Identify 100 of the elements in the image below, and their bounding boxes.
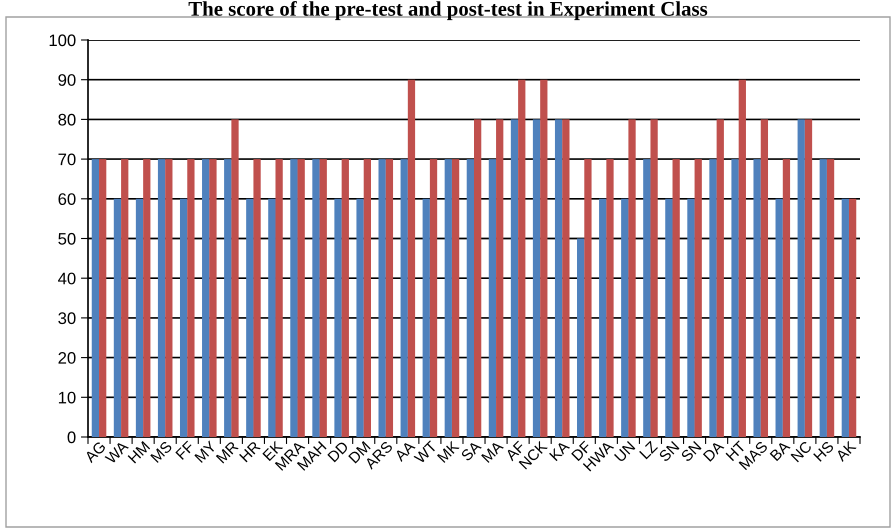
- bar: [584, 159, 592, 437]
- bar: [848, 198, 856, 437]
- bar: [312, 159, 320, 437]
- y-tick-label: 80: [58, 114, 76, 126]
- bar: [400, 159, 408, 437]
- x-tick-label: MY: [194, 440, 217, 463]
- y-tick-label: 40: [58, 272, 76, 284]
- bar: [224, 159, 232, 437]
- bar: [320, 159, 327, 437]
- bar: [562, 119, 570, 437]
- bar: [496, 119, 504, 437]
- x-tick-label: BA: [770, 440, 791, 462]
- y-tick-label: 70: [58, 154, 76, 166]
- bar: [665, 198, 673, 437]
- x-tick-label: DA: [702, 440, 724, 462]
- bar: [798, 119, 805, 437]
- bar: [532, 119, 540, 437]
- bar: [364, 159, 371, 437]
- x-tick-label: DD: [327, 440, 349, 462]
- bar: [290, 159, 298, 437]
- bar: [488, 159, 496, 437]
- bar: [820, 159, 827, 437]
- x-tick-label: UN: [614, 441, 636, 462]
- bar: [430, 159, 438, 437]
- bar: [386, 159, 394, 437]
- bar: [606, 159, 614, 437]
- bar: [136, 198, 144, 437]
- y-tick-label: 60: [58, 193, 76, 206]
- y-tick-label: 0: [68, 431, 76, 444]
- bar: [510, 119, 518, 437]
- bar: [114, 198, 122, 437]
- x-tick-label: FF: [175, 440, 195, 460]
- bar: [760, 119, 768, 437]
- bar: [143, 159, 150, 437]
- y-tick-label: 20: [58, 352, 76, 364]
- x-tick-label: MK: [437, 440, 460, 463]
- bar: [231, 119, 239, 437]
- bar: [826, 159, 834, 437]
- bar: [804, 119, 812, 437]
- bar: [378, 159, 386, 437]
- bar: [268, 198, 276, 437]
- bar: [92, 159, 100, 437]
- x-tick-label: AA: [394, 440, 416, 462]
- bar: [776, 198, 783, 437]
- bar: [716, 119, 724, 437]
- bar: [540, 80, 548, 437]
- bar: [738, 80, 746, 437]
- bar: [342, 159, 349, 437]
- bar: [709, 159, 717, 437]
- bar: [731, 159, 739, 437]
- y-tick-label: 100: [50, 34, 76, 46]
- bar: [628, 119, 636, 437]
- x-tick-label: HS: [813, 440, 834, 462]
- x-tick-label: KA: [549, 440, 570, 462]
- y-tick-label: 30: [58, 312, 76, 324]
- bar: [842, 198, 849, 437]
- y-tick-label: 10: [58, 392, 76, 404]
- x-tick-label: SN: [658, 440, 680, 462]
- x-tick-label: MS: [150, 440, 173, 464]
- bar: [599, 198, 606, 437]
- bar: [452, 159, 460, 437]
- bar: [356, 198, 364, 437]
- bar: [408, 80, 416, 437]
- bar: [422, 198, 430, 437]
- bar: [158, 159, 166, 437]
- bar: [466, 159, 474, 437]
- bar: [474, 119, 482, 437]
- bar: [753, 159, 761, 437]
- bar: [187, 159, 195, 437]
- bar: [444, 159, 452, 437]
- bar: [782, 159, 790, 437]
- bar: [554, 119, 562, 437]
- bar: [694, 159, 702, 437]
- bar: [518, 80, 526, 437]
- x-tick-label: MR: [216, 440, 239, 464]
- x-tick-label: HR: [239, 440, 261, 462]
- bar: [643, 159, 650, 437]
- bar: [121, 159, 128, 437]
- bar: [577, 238, 584, 437]
- x-tick-label: SN: [680, 440, 702, 462]
- bar: [180, 198, 188, 437]
- x-tick-label: NC: [790, 440, 812, 462]
- bar: [650, 119, 658, 437]
- x-tick-label: SA: [460, 440, 482, 462]
- bar: [334, 198, 342, 437]
- bar: [209, 159, 217, 437]
- y-tick-label: 50: [58, 232, 76, 245]
- bar: [246, 198, 254, 437]
- chart-title: The score of the pre-test and post-test in Experiment Class: [188, 1, 708, 20]
- x-tick-label: HM: [128, 441, 150, 464]
- x-tick-label: AK: [834, 440, 857, 462]
- bar: [621, 198, 628, 437]
- x-tick-label: LZ: [639, 440, 658, 460]
- x-tick-label: AG: [84, 440, 106, 464]
- bar: [687, 198, 695, 437]
- x-tick-label: MA: [481, 440, 504, 463]
- bar: [672, 159, 680, 437]
- x-tick-label: WA: [104, 440, 129, 465]
- y-tick-label: 90: [58, 74, 76, 86]
- bar: [253, 159, 261, 437]
